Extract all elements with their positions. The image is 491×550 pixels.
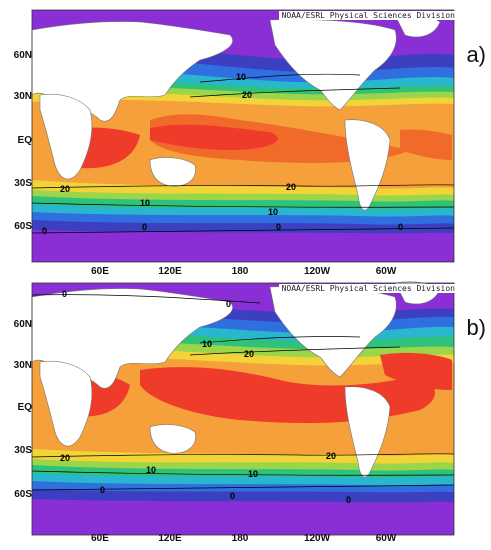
panel-label: a) <box>466 42 486 67</box>
landmasses <box>31 13 441 211</box>
warm-pool-atlantic <box>380 352 452 390</box>
africa-shape <box>39 93 93 180</box>
credit-text: NOAA/ESRL Physical Sciences Division <box>278 284 458 293</box>
contour-label: 10 <box>146 465 156 475</box>
contour-label: 0 <box>226 299 231 309</box>
panel-label: b) <box>466 315 486 340</box>
lon-label: 180 <box>231 266 249 277</box>
map-frame <box>31 9 455 263</box>
credit-text: NOAA/ESRL Physical Sciences Division <box>278 11 458 20</box>
contour-label: 20 <box>286 182 296 192</box>
contours <box>31 294 455 491</box>
map-frame <box>31 282 455 536</box>
lon-label: 120E <box>158 533 182 544</box>
contour-10-south <box>31 470 455 476</box>
contour-0-south <box>31 227 455 234</box>
contour-20-south <box>31 184 455 189</box>
lon-label: 60W <box>375 266 397 277</box>
lat-label: 60S <box>14 221 32 232</box>
contour-10-south <box>31 202 455 208</box>
contour-label: 20 <box>60 184 70 194</box>
contour-label: 10 <box>202 339 212 349</box>
lat-label: 60N <box>13 319 32 330</box>
lon-label: 60E <box>91 266 109 277</box>
contour-label: 0 <box>62 289 67 299</box>
lat-label: 60S <box>14 489 32 500</box>
lat-label: 60N <box>13 50 32 61</box>
sst-map-panel-a: 10 20 20 20 10 10 0 0 0 0 NOAA/ESRL Phys… <box>13 9 486 277</box>
contour-0-south <box>31 484 455 491</box>
south-america-shape <box>344 119 391 211</box>
south-america-shape <box>344 386 391 478</box>
lat-label: 30N <box>13 360 32 371</box>
lat-label: EQ <box>17 135 32 146</box>
lat-label: 30S <box>14 445 32 456</box>
lon-label: 180 <box>231 533 249 544</box>
sst-map-a: 10 20 20 20 10 10 0 0 0 0 <box>31 9 455 263</box>
contour-label: 0 <box>100 485 105 495</box>
contour-10-north <box>199 73 361 83</box>
lat-label: EQ <box>17 402 32 413</box>
australia-shape <box>149 424 196 454</box>
contour-label: 0 <box>346 495 351 505</box>
contour-label: 0 <box>276 222 281 232</box>
contour-label: 0 <box>42 226 47 236</box>
sst-map-panel-b: 0 0 10 20 20 20 10 10 0 0 0 NOAA/ESRL Ph… <box>0 275 491 550</box>
australia-shape <box>149 157 196 187</box>
band-south-purple <box>32 230 454 262</box>
contour-20-north <box>189 87 401 98</box>
contour-10-north <box>199 336 361 344</box>
warm-pool-atlantic <box>400 129 452 160</box>
contour-label: 10 <box>140 198 150 208</box>
contour-label: 10 <box>268 207 278 217</box>
warm-pool-west-pacific <box>150 124 278 150</box>
contour-label: 0 <box>398 222 403 232</box>
band-south-purple <box>32 499 454 535</box>
contour-0-north <box>31 294 261 304</box>
contour-label: 20 <box>326 451 336 461</box>
contour-label: 20 <box>244 349 254 359</box>
lon-label: 120E <box>158 266 182 277</box>
lon-label: 60W <box>375 533 397 544</box>
lon-label: 60E <box>91 533 109 544</box>
contour-20-south <box>31 453 455 458</box>
contour-20-north <box>189 346 401 356</box>
lat-label: 30S <box>14 178 32 189</box>
lon-label: 120W <box>303 533 331 544</box>
contour-label: 10 <box>236 72 246 82</box>
contour-label: 10 <box>248 469 258 479</box>
north-america-shape <box>269 19 397 111</box>
sst-map-b: 0 0 10 20 20 20 10 10 0 0 0 <box>31 281 455 536</box>
lon-label: 120W <box>303 266 331 277</box>
contour-label: 0 <box>230 491 235 501</box>
contour-label: 20 <box>242 90 252 100</box>
contour-label: 20 <box>60 453 70 463</box>
contours <box>31 73 455 234</box>
lat-label: 30N <box>13 91 32 102</box>
africa-shape <box>39 360 93 447</box>
contour-label: 0 <box>142 222 147 232</box>
